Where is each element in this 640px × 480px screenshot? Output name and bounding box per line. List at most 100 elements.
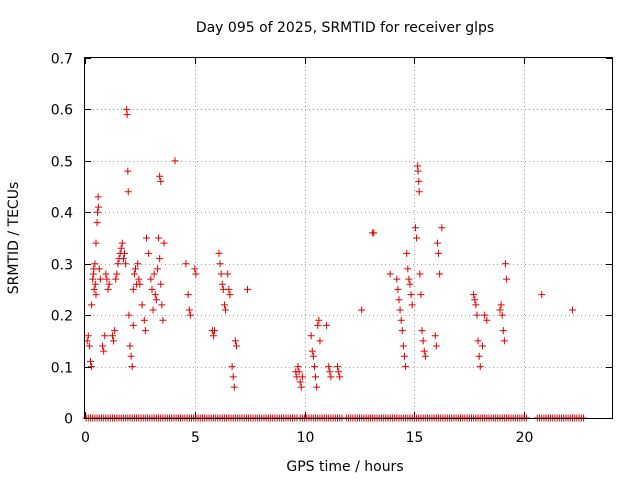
data-point	[111, 327, 119, 335]
data-point	[315, 316, 323, 324]
data-point	[124, 188, 132, 196]
data-point	[130, 270, 138, 278]
data-point	[91, 280, 99, 288]
data-point	[471, 296, 479, 304]
data-point	[316, 337, 324, 345]
data-point	[184, 291, 192, 299]
data-point	[325, 363, 333, 371]
data-point	[114, 260, 122, 268]
data-point	[192, 270, 200, 278]
plot-frame	[84, 57, 613, 419]
data-point	[108, 332, 116, 340]
y-tick-label: 0.6	[51, 103, 73, 119]
data-point	[438, 224, 446, 232]
data-point	[323, 321, 331, 329]
data-point	[134, 260, 142, 268]
data-point	[222, 306, 230, 314]
data-point	[406, 280, 414, 288]
data-point	[86, 357, 94, 365]
data-point	[418, 327, 426, 335]
data-point	[88, 301, 96, 309]
data-point	[502, 260, 510, 268]
data-point	[396, 306, 404, 314]
data-point	[89, 275, 97, 283]
data-point	[432, 342, 440, 350]
data-point	[393, 275, 401, 283]
data-point	[157, 280, 165, 288]
data-point	[476, 363, 484, 371]
data-point	[93, 219, 101, 227]
data-point	[225, 285, 233, 293]
data-point	[99, 342, 107, 350]
data-point	[216, 260, 224, 268]
data-point	[400, 352, 408, 360]
data-point	[405, 275, 413, 283]
data-point	[498, 311, 506, 319]
data-point	[395, 296, 403, 304]
x-axis-label: GPS time / hours	[286, 459, 403, 475]
data-point	[312, 373, 320, 381]
data-point	[307, 332, 315, 340]
data-point	[499, 327, 507, 335]
data-point	[297, 383, 305, 391]
data-point	[503, 275, 511, 283]
data-point	[100, 347, 108, 355]
data-point	[122, 260, 130, 268]
data-point	[132, 265, 140, 273]
y-tick-label: 0	[64, 412, 73, 428]
x-tick-label: 15	[406, 430, 424, 446]
data-point	[92, 291, 100, 299]
data-point	[156, 172, 164, 180]
data-point	[308, 347, 316, 355]
data-point	[386, 270, 394, 278]
data-point	[126, 342, 134, 350]
data-point	[413, 234, 421, 242]
y-tick-labels: 0 0.1 0.2 0.3 0.4 0.5 0.6 0.7	[51, 52, 73, 428]
data-point	[314, 321, 322, 329]
data-point	[407, 291, 415, 299]
data-point	[294, 363, 302, 371]
data-point	[151, 291, 159, 299]
data-point	[403, 249, 411, 257]
data-point	[125, 311, 133, 319]
data-point	[295, 368, 303, 376]
data-point	[127, 352, 135, 360]
data-point	[394, 285, 402, 293]
data-point	[334, 363, 342, 371]
data-point	[415, 188, 423, 196]
data-point	[327, 373, 335, 381]
data-point	[358, 306, 366, 314]
data-point	[102, 270, 110, 278]
data-point	[119, 255, 127, 263]
data-point	[421, 352, 429, 360]
data-point	[231, 337, 239, 345]
y-tick-label: 0.3	[51, 258, 73, 274]
data-point	[211, 327, 219, 335]
data-point	[85, 342, 93, 350]
data-point	[140, 316, 148, 324]
data-point	[475, 352, 483, 360]
data-point	[408, 301, 416, 309]
y-tick-label: 0.2	[51, 309, 73, 325]
data-point	[92, 239, 100, 247]
x-tick-label: 0	[81, 430, 90, 446]
data-point	[226, 291, 234, 299]
data-point	[419, 337, 427, 345]
data-point	[397, 316, 405, 324]
data-point	[121, 249, 129, 257]
data-point	[411, 224, 419, 232]
data-point	[95, 203, 103, 211]
y-axis-label: SRMTID / TECUs	[6, 182, 22, 295]
data-point	[142, 234, 150, 242]
data-point	[158, 301, 166, 309]
data-point	[500, 337, 508, 345]
data-point	[145, 249, 153, 257]
data-point	[435, 249, 443, 257]
y-tick-label: 0.5	[51, 155, 73, 171]
data-point	[473, 311, 481, 319]
data-point	[123, 111, 131, 119]
data-point	[218, 280, 226, 288]
data-point	[155, 234, 163, 242]
data-point	[470, 291, 478, 299]
data-point	[159, 316, 167, 324]
